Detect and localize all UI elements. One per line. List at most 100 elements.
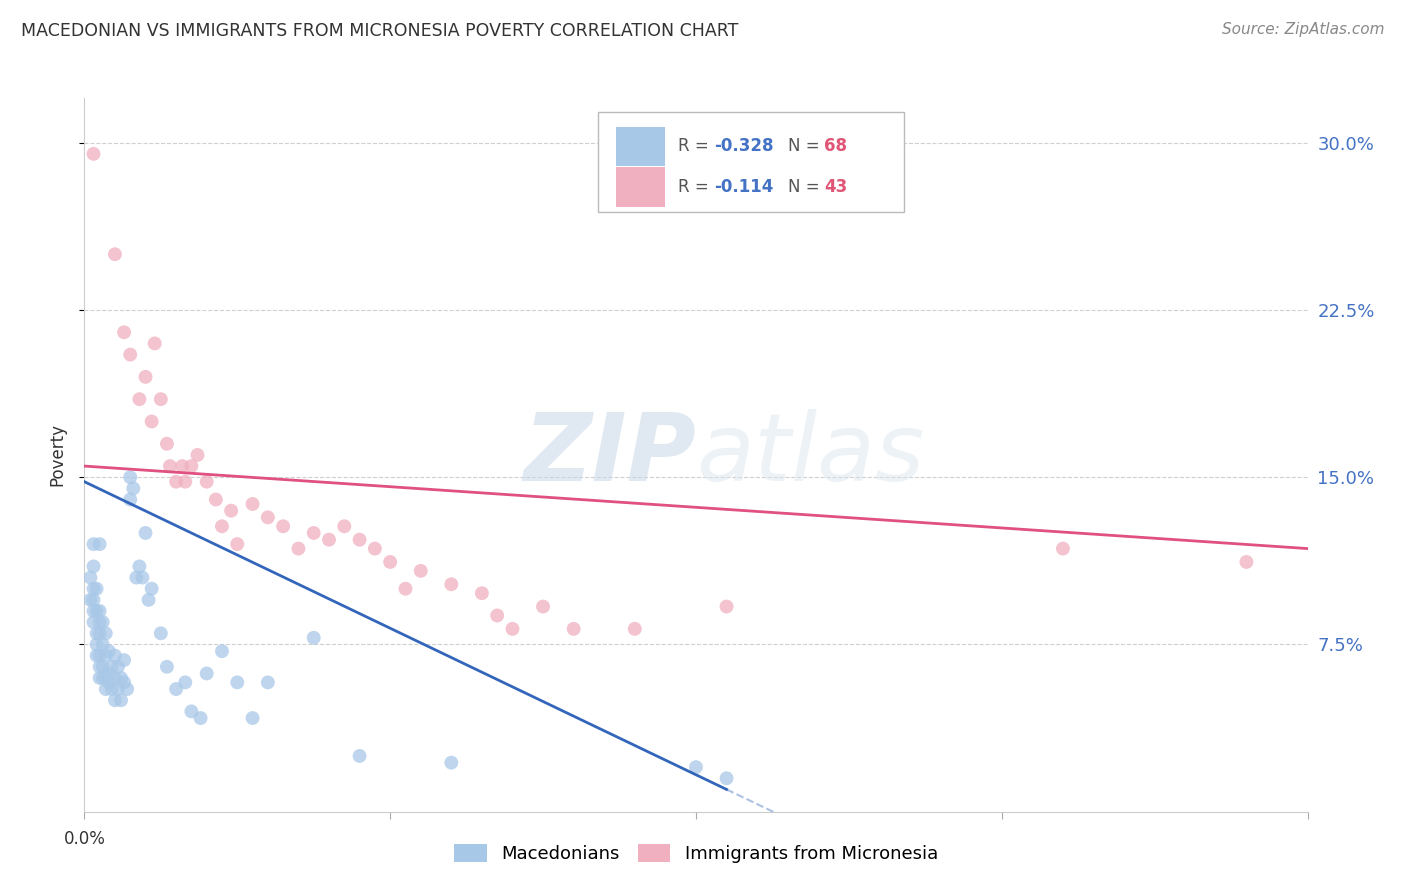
Point — [89, 648, 111, 663]
Point — [89, 604, 111, 618]
Point — [83, 604, 105, 618]
Point — [318, 533, 340, 547]
Point — [83, 537, 105, 551]
Point — [83, 559, 105, 574]
Point — [242, 711, 264, 725]
Point — [186, 448, 208, 462]
Point — [156, 436, 179, 450]
Point — [440, 577, 463, 591]
Text: -0.328: -0.328 — [714, 137, 773, 155]
Point — [394, 582, 416, 596]
Text: 68: 68 — [824, 137, 848, 155]
Point — [257, 675, 280, 690]
Point — [502, 622, 524, 636]
Point — [624, 622, 647, 636]
Point — [380, 555, 402, 569]
Point — [409, 564, 432, 578]
Point — [94, 681, 117, 696]
Point — [107, 660, 129, 674]
Point — [86, 626, 108, 640]
Point — [89, 626, 111, 640]
Point — [79, 571, 101, 585]
Point — [97, 675, 120, 690]
Point — [716, 599, 738, 614]
Point — [83, 615, 105, 630]
Point — [226, 537, 249, 551]
Text: N =: N = — [787, 137, 824, 155]
Point — [190, 711, 212, 725]
Point — [91, 660, 114, 674]
Point — [219, 503, 242, 517]
Point — [89, 537, 111, 551]
Point — [149, 392, 172, 407]
Point — [1052, 541, 1074, 556]
Point — [471, 586, 494, 600]
Text: 0.0%: 0.0% — [63, 830, 105, 847]
Point — [107, 681, 129, 696]
Point — [120, 492, 142, 507]
FancyBboxPatch shape — [616, 127, 665, 166]
Point — [174, 675, 197, 690]
Point — [364, 541, 387, 556]
Point — [135, 369, 157, 384]
Point — [195, 666, 218, 681]
Point — [531, 599, 554, 614]
Point — [211, 644, 233, 658]
Point — [349, 533, 371, 547]
Point — [112, 653, 135, 667]
Point — [486, 608, 509, 623]
Point — [86, 604, 108, 618]
Text: Source: ZipAtlas.com: Source: ZipAtlas.com — [1222, 22, 1385, 37]
Text: N =: N = — [787, 178, 824, 196]
Point — [138, 592, 160, 607]
Point — [83, 147, 105, 161]
Point — [94, 626, 117, 640]
FancyBboxPatch shape — [598, 112, 904, 212]
Point — [1236, 555, 1258, 569]
Point — [120, 470, 142, 484]
Point — [226, 675, 249, 690]
Point — [685, 760, 707, 774]
Point — [94, 648, 117, 663]
Point — [101, 660, 124, 674]
Text: R =: R = — [678, 137, 714, 155]
Point — [97, 666, 120, 681]
Point — [287, 541, 309, 556]
Point — [156, 660, 179, 674]
Point — [159, 459, 181, 474]
Point — [125, 571, 148, 585]
Point — [716, 771, 738, 786]
Point — [94, 671, 117, 685]
Point — [165, 681, 187, 696]
Text: R =: R = — [678, 178, 714, 196]
Point — [104, 671, 127, 685]
Text: ZIP: ZIP — [523, 409, 696, 501]
Point — [89, 660, 111, 674]
Point — [205, 492, 228, 507]
Point — [141, 414, 163, 429]
Point — [110, 693, 132, 707]
Point — [180, 705, 202, 719]
Point — [302, 631, 325, 645]
Point — [141, 582, 163, 596]
Point — [115, 681, 138, 696]
Point — [257, 510, 280, 524]
Point — [104, 648, 127, 663]
Point — [104, 247, 127, 261]
Point — [128, 392, 150, 407]
Point — [211, 519, 233, 533]
Point — [562, 622, 585, 636]
Point — [122, 482, 145, 496]
Y-axis label: Poverty: Poverty — [48, 424, 66, 486]
Point — [79, 592, 101, 607]
Point — [112, 675, 135, 690]
Point — [120, 348, 142, 362]
Point — [91, 671, 114, 685]
Point — [302, 526, 325, 541]
Legend: Macedonians, Immigrants from Micronesia: Macedonians, Immigrants from Micronesia — [447, 837, 945, 871]
Point — [110, 671, 132, 685]
Point — [172, 459, 194, 474]
Point — [128, 559, 150, 574]
Point — [101, 681, 124, 696]
Point — [91, 637, 114, 651]
